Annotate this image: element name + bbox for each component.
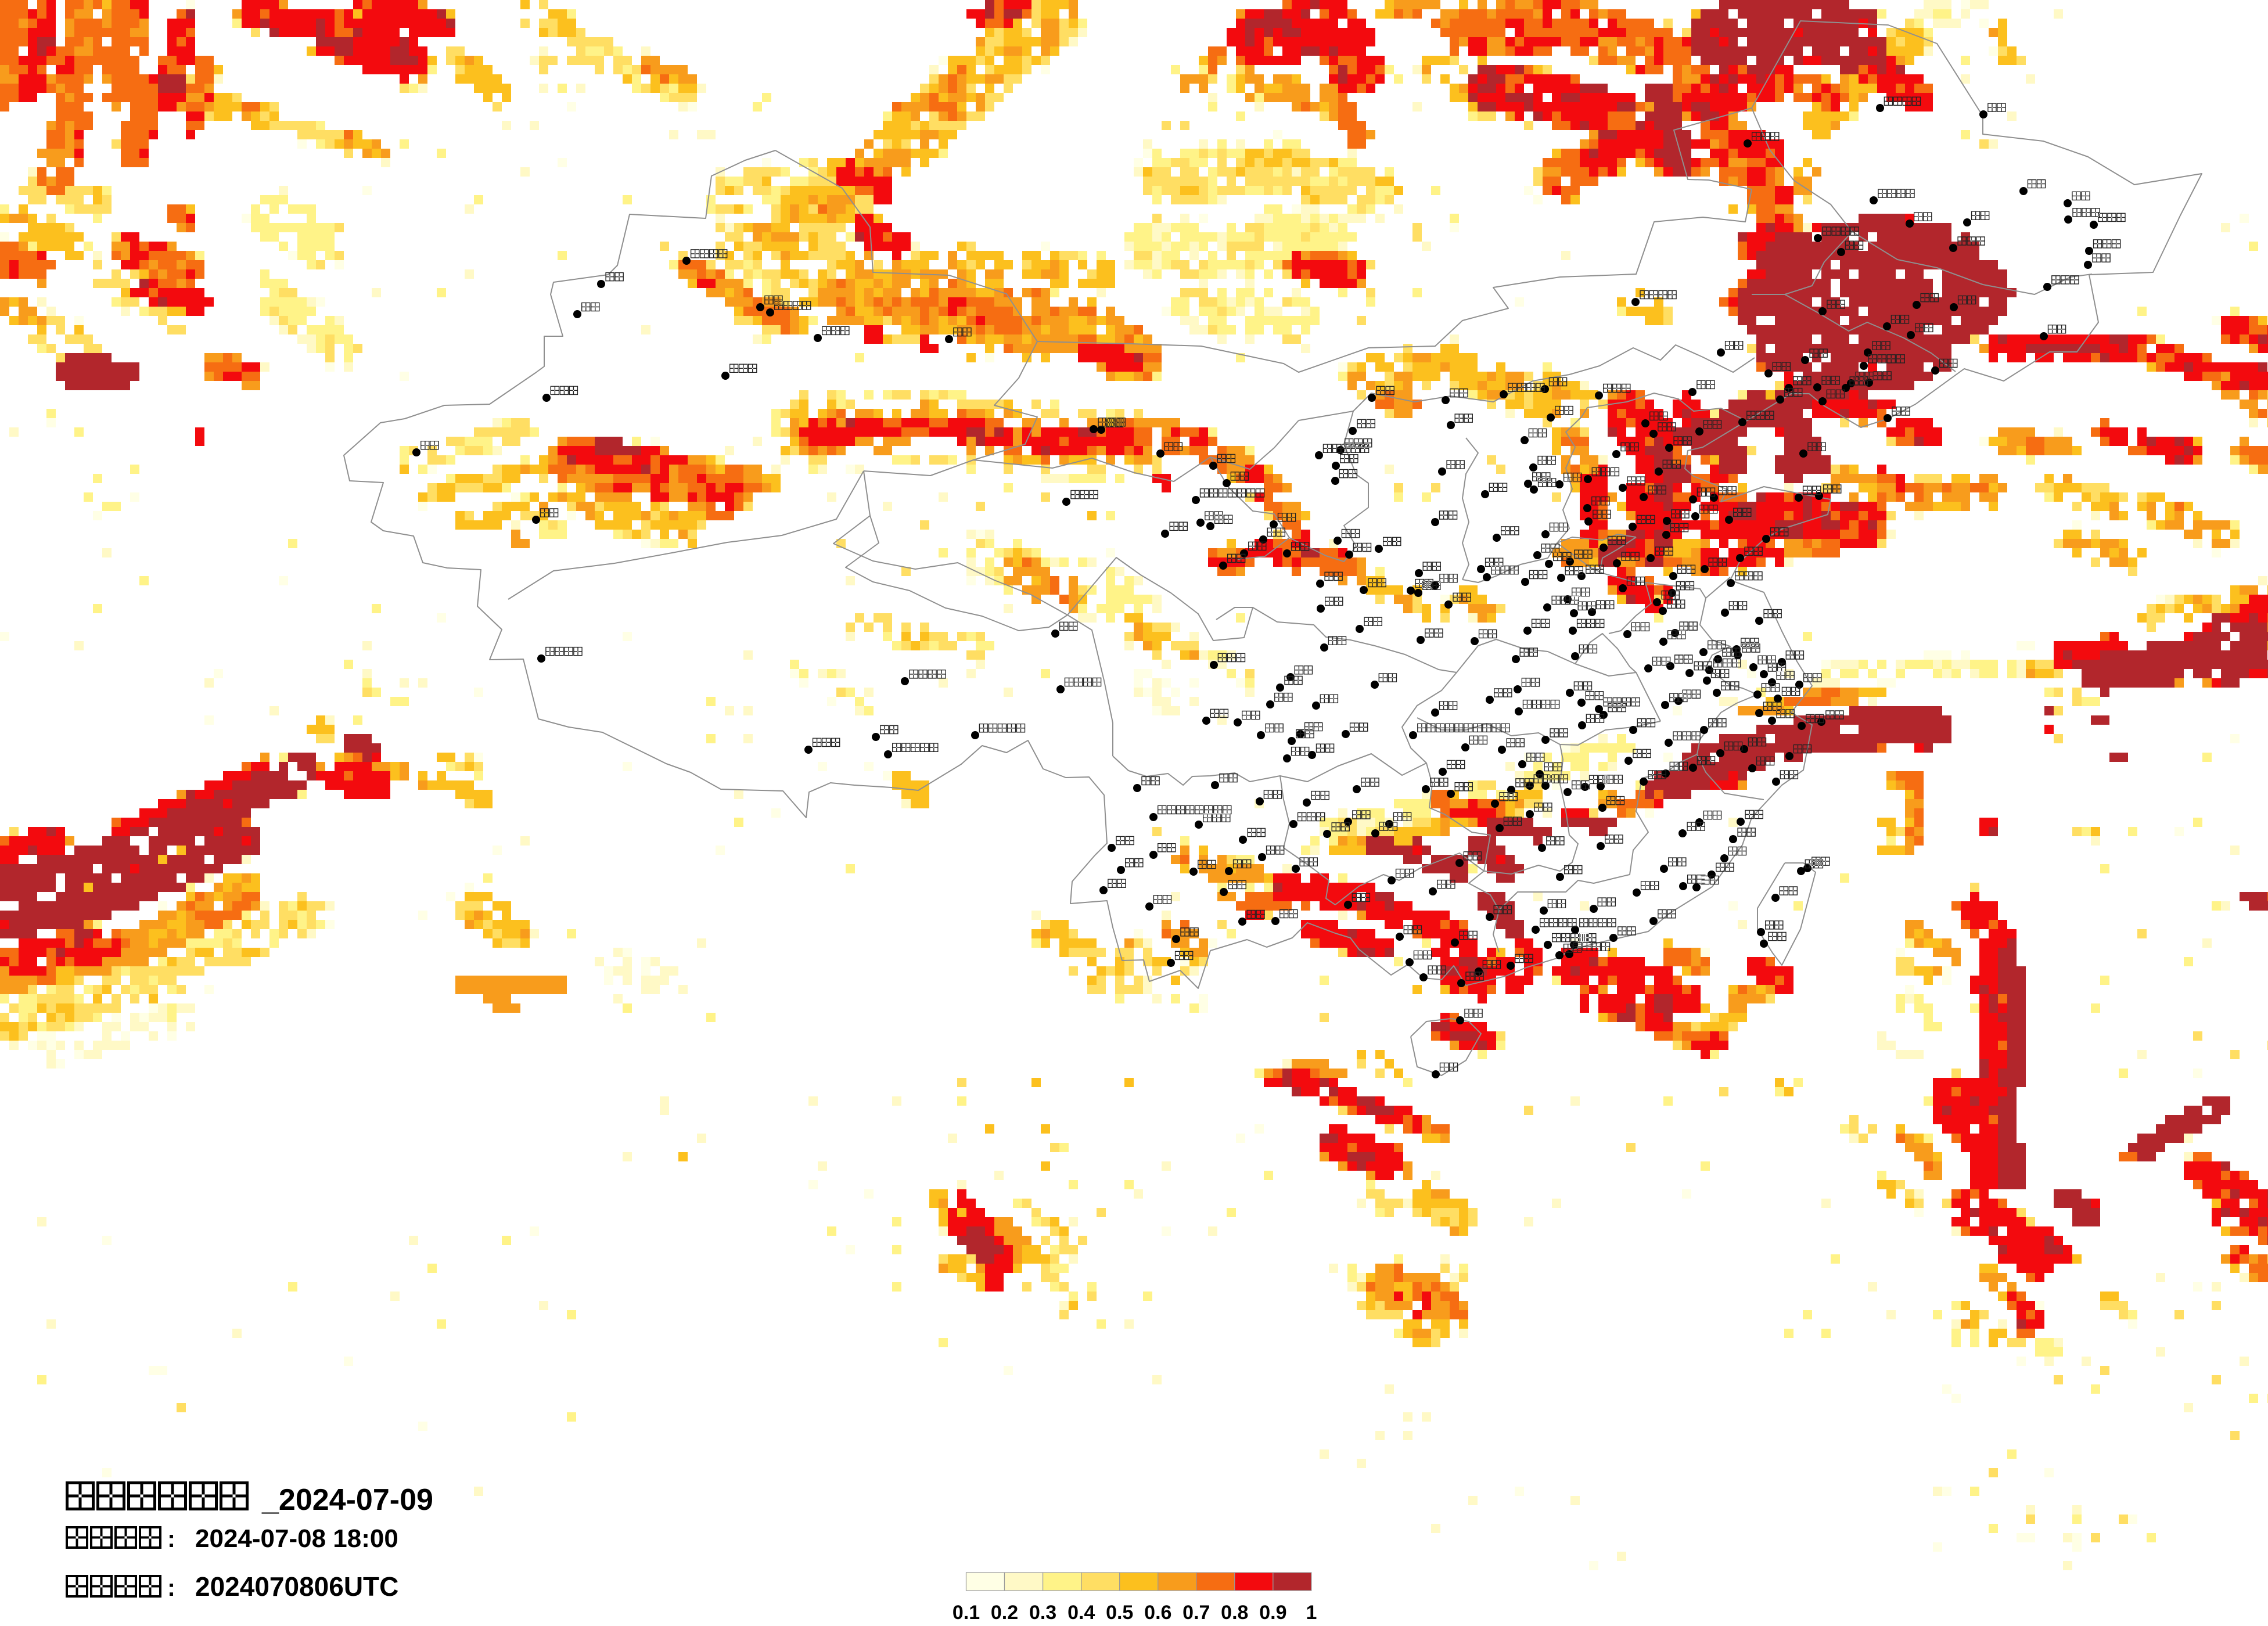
svg-text:2024070806UTC: 2024070806UTC xyxy=(195,1571,398,1602)
svg-text::: : xyxy=(167,1574,175,1601)
svg-text:0.1: 0.1 xyxy=(953,1602,980,1624)
svg-text:0.3: 0.3 xyxy=(1029,1602,1056,1624)
svg-text:0.6: 0.6 xyxy=(1144,1602,1171,1624)
svg-text:2024-07-08 18:00: 2024-07-08 18:00 xyxy=(195,1524,398,1553)
svg-text:0.2: 0.2 xyxy=(991,1602,1018,1624)
svg-text::: : xyxy=(167,1525,175,1552)
svg-text:0.7: 0.7 xyxy=(1182,1602,1210,1624)
svg-text:0.5: 0.5 xyxy=(1106,1602,1133,1624)
svg-text:0.8: 0.8 xyxy=(1221,1602,1248,1624)
svg-text:0.9: 0.9 xyxy=(1259,1602,1286,1624)
svg-text:0.4: 0.4 xyxy=(1067,1602,1095,1624)
svg-text:1: 1 xyxy=(1306,1602,1317,1624)
svg-text:_2024-07-09: _2024-07-09 xyxy=(261,1483,433,1517)
